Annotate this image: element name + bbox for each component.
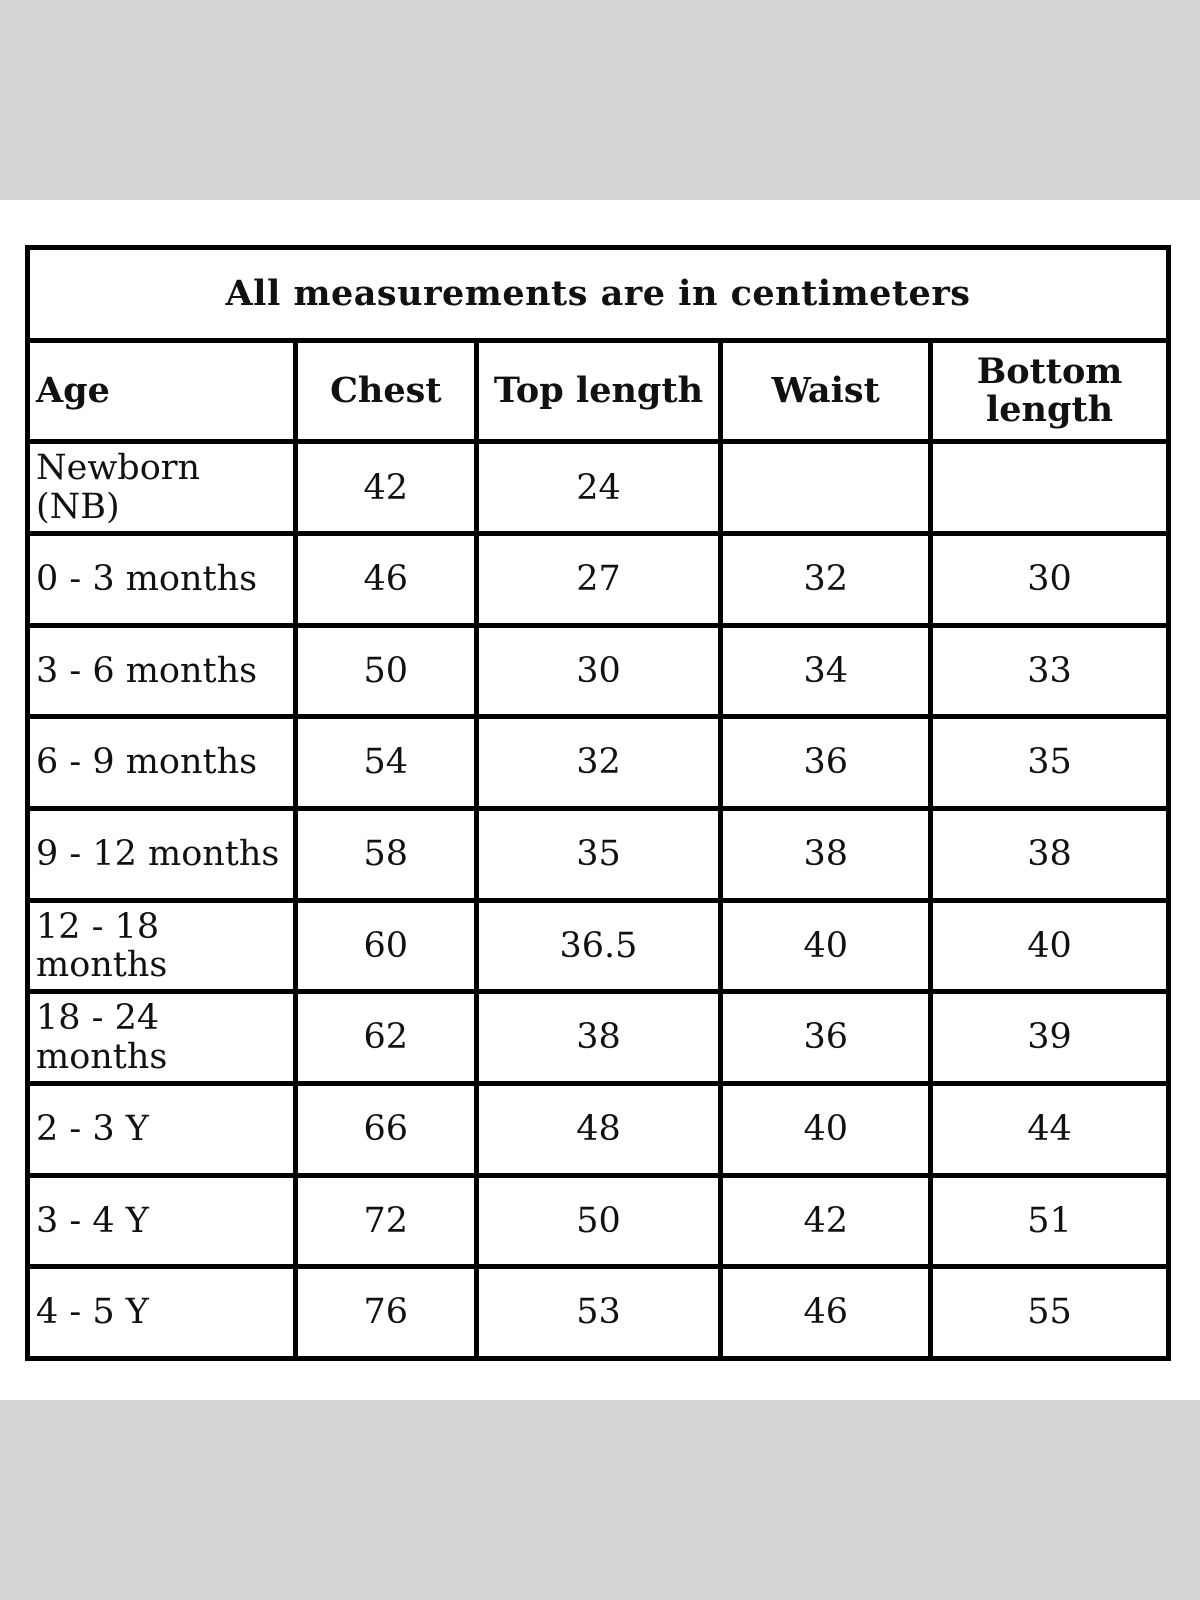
header-chest: Chest	[293, 337, 479, 445]
cell-chest: 50	[293, 622, 479, 720]
table-row: 18 - 24 months 62 38 36 39	[24, 989, 1171, 1086]
cell-chest: 46	[293, 531, 479, 628]
cell-waist: 36	[718, 989, 934, 1086]
cell-age: 0 - 3 months	[24, 531, 299, 628]
cell-top-length: 30	[473, 622, 724, 720]
cell-age: 18 - 24 months	[24, 989, 299, 1086]
cell-top-length: 53	[473, 1264, 724, 1361]
cell-chest: 54	[293, 714, 479, 812]
header-bottom-length: Bottom length	[928, 337, 1171, 445]
cell-top-length: 24	[473, 439, 724, 537]
cell-bottom-length: 30	[928, 531, 1171, 628]
cell-chest: 76	[293, 1264, 479, 1361]
table-row: 3 - 4 Y 72 50 42 51	[24, 1172, 1171, 1270]
cell-top-length: 32	[473, 714, 724, 812]
table-row: 0 - 3 months 46 27 32 30	[24, 531, 1171, 628]
cell-top-length: 50	[473, 1172, 724, 1270]
caption-row: All measurements are in centimeters	[25, 245, 1171, 343]
cell-chest: 58	[293, 806, 479, 903]
cell-bottom-length: 33	[928, 622, 1171, 720]
cell-bottom-length: 38	[928, 806, 1171, 903]
table-row: 9 - 12 months 58 35 38 38	[24, 806, 1171, 903]
table-row: 12 - 18 months 60 36.5 40 40	[24, 897, 1171, 995]
table-row: 4 - 5 Y 76 53 46 55	[24, 1264, 1171, 1361]
header-age: Age	[24, 337, 299, 445]
table-caption: All measurements are in centimeters	[25, 245, 1171, 343]
cell-waist: 34	[718, 622, 934, 720]
cell-age: 6 - 9 months	[24, 714, 299, 812]
cell-chest: 60	[293, 897, 479, 995]
cell-bottom-length	[928, 439, 1171, 537]
cell-top-length: 35	[473, 806, 724, 903]
header-top-length: Top length	[473, 337, 724, 445]
cell-age: 2 - 3 Y	[24, 1080, 299, 1178]
cell-chest: 66	[293, 1080, 479, 1178]
cell-top-length: 48	[473, 1080, 724, 1178]
cell-chest: 62	[293, 989, 479, 1086]
cell-top-length: 27	[473, 531, 724, 628]
cell-age: 3 - 6 months	[24, 622, 299, 720]
header-row: Age Chest Top length Waist Bottom length	[24, 337, 1171, 445]
table-row: Newborn (NB) 42 24	[24, 439, 1171, 537]
cell-bottom-length: 39	[928, 989, 1171, 1086]
cell-bottom-length: 35	[928, 714, 1171, 812]
table-row: 3 - 6 months 50 30 34 33	[24, 622, 1171, 720]
table-row: 6 - 9 months 54 32 36 35	[24, 714, 1171, 812]
cell-age: 3 - 4 Y	[24, 1172, 299, 1270]
table-row: 2 - 3 Y 66 48 40 44	[24, 1080, 1171, 1178]
size-chart-table: All measurements are in centimeters Age …	[24, 245, 1171, 1361]
cell-bottom-length: 40	[928, 897, 1171, 995]
cell-age: 12 - 18 months	[24, 897, 299, 995]
cell-bottom-length: 55	[928, 1264, 1171, 1361]
header-waist: Waist	[718, 337, 934, 445]
cell-top-length: 36.5	[473, 897, 724, 995]
cell-chest: 42	[293, 439, 479, 537]
cell-age: 4 - 5 Y	[24, 1264, 299, 1361]
cell-age: Newborn (NB)	[24, 439, 299, 537]
size-chart-sheet: All measurements are in centimeters Age …	[0, 200, 1200, 1400]
cell-waist: 32	[718, 531, 934, 628]
cell-chest: 72	[293, 1172, 479, 1270]
cell-bottom-length: 44	[928, 1080, 1171, 1178]
cell-waist: 38	[718, 806, 934, 903]
cell-waist	[718, 439, 934, 537]
cell-bottom-length: 51	[928, 1172, 1171, 1270]
cell-waist: 40	[718, 897, 934, 995]
cell-waist: 46	[718, 1264, 934, 1361]
cell-top-length: 38	[473, 989, 724, 1086]
cell-waist: 36	[718, 714, 934, 812]
cell-age: 9 - 12 months	[24, 806, 299, 903]
cell-waist: 42	[718, 1172, 934, 1270]
cell-waist: 40	[718, 1080, 934, 1178]
